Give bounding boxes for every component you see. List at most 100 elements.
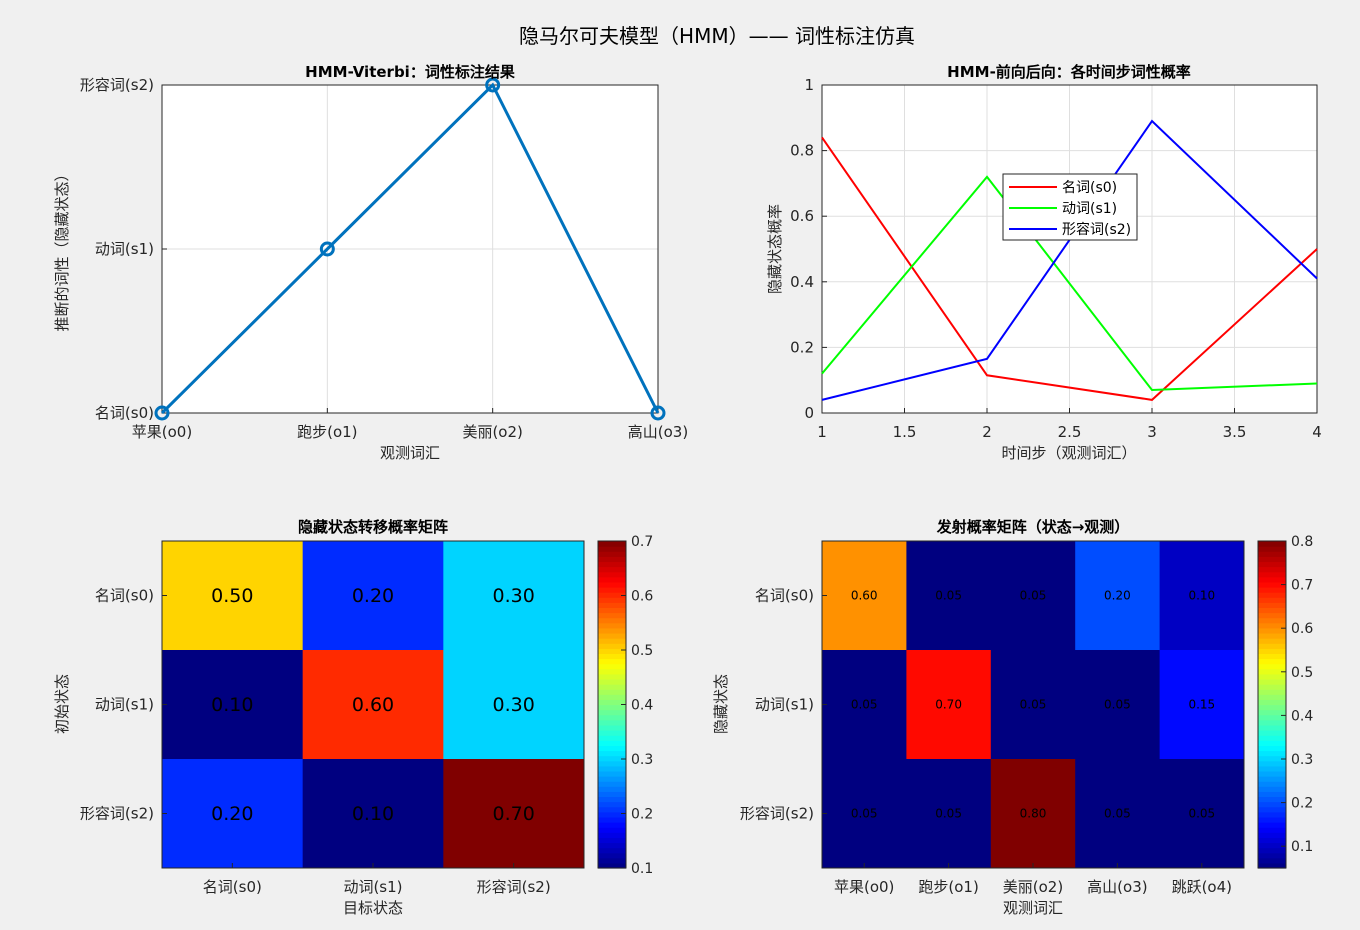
emission-colorbar-band	[1258, 806, 1286, 813]
viterbi-data-point	[154, 405, 170, 421]
emission-colorbar-band	[1258, 612, 1286, 619]
transition-colorbar-band	[598, 740, 626, 746]
transition-ylabel: 初始状态	[53, 674, 71, 734]
viterbi-y-tick-label: 形容词(s2)	[80, 76, 154, 94]
transition-colorbar-band	[598, 832, 626, 838]
transition-colorbar-band	[598, 658, 626, 665]
emission-cell	[990, 759, 1076, 869]
viterbi-xlabel: 观测词汇	[380, 444, 440, 462]
emission-colorbar: 0.1 0.2 0.3 0.4 0.5 0.6 0.7 0.8	[1257, 534, 1313, 869]
transition-cell	[302, 541, 444, 651]
emission-cell-value: 0.05	[935, 807, 962, 821]
emission-cell-value: 0.05	[1104, 698, 1131, 712]
viterbi-series-line	[160, 82, 660, 415]
viterbi-x-tick-label: 高山(o3)	[628, 423, 688, 441]
emission-colorbar-band	[1258, 571, 1286, 578]
emission-cell	[906, 541, 992, 651]
emission-colorbar-band	[1258, 556, 1286, 563]
transition-cell-value: 0.20	[352, 585, 394, 607]
emission-cell	[990, 650, 1076, 760]
emission-colorbar-tick-label: 0.6	[1291, 621, 1313, 637]
transition-cell	[302, 650, 444, 760]
transition-colorbar-band	[598, 760, 626, 767]
transition-colorbar-band	[598, 842, 626, 849]
emission-colorbar-band	[1258, 673, 1286, 680]
viterbi-y-tick-label: 动词(s1)	[95, 240, 154, 258]
emission-heatmap: 0.60 0.05 0.05 0.20 0.10 0.05 0.70 0.05 0.05 0.15…	[712, 518, 1313, 917]
emission-colorbar-band	[1258, 750, 1286, 757]
transition-cell-value: 0.30	[493, 694, 535, 716]
emission-cell	[822, 759, 907, 869]
emission-x-tick-label: 美丽(o2)	[1003, 878, 1063, 896]
emission-y-tick-label: 名词(s0)	[755, 587, 814, 605]
fb-series-line	[821, 136, 1318, 401]
transition-colorbar-band	[598, 781, 626, 787]
fb-y-tick-label: 0.4	[790, 273, 814, 291]
emission-colorbar-band	[1258, 663, 1286, 670]
transition-cell	[443, 759, 585, 869]
emission-colorbar-band	[1258, 643, 1286, 649]
fb-x-tick-label: 2.5	[1058, 423, 1082, 441]
transition-colorbar-band	[598, 822, 626, 828]
emission-x-tick-label: 跑步(o1)	[918, 878, 978, 896]
transition-colorbar-band	[598, 632, 626, 639]
viterbi-title: HMM-Viterbi：词性标注结果	[305, 63, 516, 81]
emission-colorbar-band	[1258, 561, 1286, 568]
fb-x-tick-label: 2	[982, 423, 992, 441]
transition-cell-value: 0.10	[211, 694, 253, 716]
emission-colorbar-band	[1258, 755, 1286, 762]
transition-x-tick-label: 名词(s0)	[203, 878, 262, 896]
emission-colorbar-band	[1258, 827, 1286, 833]
emission-colorbar-band	[1258, 597, 1286, 603]
emission-cell	[1075, 759, 1161, 869]
emission-title: 发射概率矩阵（状态→观测）	[936, 518, 1130, 536]
transition-colorbar-band	[598, 653, 626, 660]
transition-colorbar-band	[598, 704, 626, 711]
fb-xlabel: 时间步（观测词汇）	[1001, 444, 1136, 462]
figure-title: 隐马尔可夫模型（HMM）—— 词性标注仿真	[519, 24, 915, 48]
transition-colorbar-band	[598, 546, 626, 552]
transition-colorbar-band	[598, 801, 626, 808]
transition-heatmap: 0.50 0.20 0.30 0.10 0.60 0.30 0.20 0.10 0.70 名词(…	[53, 518, 653, 917]
emission-colorbar-band	[1258, 704, 1286, 711]
transition-colorbar-band	[598, 811, 626, 818]
transition-colorbar-band	[598, 607, 626, 614]
emission-colorbar-band	[1258, 689, 1286, 695]
transition-colorbar-band	[598, 709, 626, 716]
emission-colorbar-band	[1258, 719, 1286, 726]
transition-colorbar-tick-label: 0.4	[631, 698, 653, 714]
emission-colorbar-tick-label: 0.5	[1291, 665, 1313, 681]
transition-colorbar-band	[598, 699, 626, 706]
emission-colorbar-band	[1258, 638, 1286, 644]
emission-colorbar-band	[1258, 724, 1286, 731]
emission-colorbar-band	[1258, 627, 1286, 634]
emission-colorbar-band	[1258, 699, 1286, 706]
transition-colorbar-tick-label: 0.6	[631, 589, 653, 605]
transition-colorbar-band	[598, 730, 626, 736]
emission-colorbar-band	[1258, 796, 1286, 803]
emission-cell-value: 0.15	[1188, 698, 1215, 712]
transition-colorbar-band	[598, 576, 626, 583]
emission-colorbar-tick-label: 0.2	[1291, 796, 1313, 812]
viterbi-data-point	[650, 405, 666, 421]
emission-cell	[822, 541, 907, 651]
emission-cell	[1159, 759, 1245, 869]
transition-colorbar-band	[598, 745, 626, 752]
transition-colorbar-band	[598, 750, 626, 757]
transition-cell	[162, 650, 304, 760]
emission-cell	[1159, 541, 1245, 651]
emission-colorbar-band	[1258, 694, 1286, 700]
emission-colorbar-band	[1258, 668, 1286, 675]
emission-colorbar-band	[1258, 816, 1286, 823]
emission-colorbar-band	[1258, 622, 1286, 629]
transition-cell-value: 0.70	[493, 803, 535, 825]
transition-colorbar-tick-label: 0.7	[631, 534, 653, 550]
emission-cell-value: 0.05	[1020, 589, 1047, 603]
transition-colorbar-tick-label: 0.2	[631, 807, 653, 823]
transition-colorbar-band	[598, 556, 626, 563]
emission-colorbar-band	[1258, 735, 1286, 741]
transition-cell	[302, 759, 444, 869]
transition-colorbar-band	[598, 827, 626, 833]
emission-cell	[822, 650, 907, 760]
emission-y-tick-label: 形容词(s2)	[740, 805, 814, 823]
